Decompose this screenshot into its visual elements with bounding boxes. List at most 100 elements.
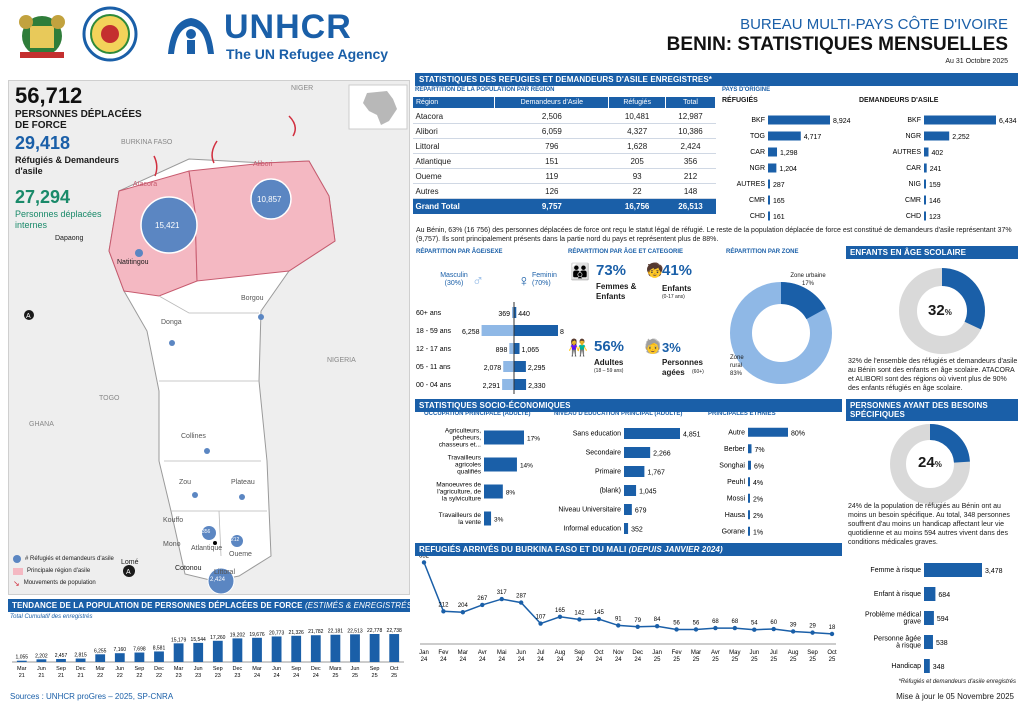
africa-locator (348, 84, 408, 130)
x-tick: Fev (672, 650, 682, 656)
legend-movement-icon: ↘ (13, 578, 20, 588)
data-point (635, 624, 640, 629)
unhcr-tagline: The UN Refugee Agency (226, 46, 389, 62)
bar-label: AUTRES (737, 181, 766, 188)
bar (484, 484, 503, 499)
bar-value: 15,179 (171, 637, 187, 643)
ethnies-subheader: PRINCIPALES ETHNIES (708, 411, 776, 417)
male-value: 6,258 (462, 329, 480, 336)
bar-label: chasseurs et... (439, 442, 481, 449)
x-tick: Jan (652, 650, 662, 656)
bar-label: Sans education (573, 431, 621, 438)
bar-value: 684 (938, 592, 950, 599)
bar (924, 195, 926, 205)
data-point (674, 627, 679, 632)
data-label: 60 (770, 620, 777, 626)
bar-value: 1,045 (639, 489, 657, 496)
x-tick: 22 (156, 673, 162, 679)
bar-value: 2,266 (653, 451, 671, 458)
x-tick: 24 (557, 657, 564, 663)
legend-movement: Mouvements de population (23, 580, 96, 586)
x-tick: Oct (390, 666, 399, 672)
x-tick: 25 (693, 657, 700, 663)
x-tick: Dec (233, 666, 243, 672)
x-tick: Dec (311, 666, 321, 672)
x-tick: Mar (691, 650, 701, 656)
table-cell: 1,628 (608, 138, 666, 154)
x-tick: Sep (291, 666, 301, 672)
dept-collines: Collines (181, 433, 206, 440)
tendance-chart: 1,055Mar212,202Jun212,457Sep212,815Dec21… (12, 628, 404, 679)
bar (369, 634, 380, 662)
occupation-subheader: OCCUPATION PRINCIPALE (ADULTE) (424, 411, 531, 417)
x-tick: May (729, 650, 740, 656)
bubble-label-littoral: 2,424 (210, 577, 226, 583)
bar-label: Hausa (725, 512, 745, 519)
bar (624, 428, 680, 439)
x-tick: Jun (37, 666, 46, 672)
dept-zou: Zou (179, 479, 192, 486)
bubble-oueme (231, 535, 243, 547)
x-tick: 23 (234, 673, 240, 679)
female-value: 2,295 (528, 365, 546, 372)
x-tick: 23 (215, 673, 221, 679)
x-tick: Mar (95, 666, 105, 672)
bar-value: 14% (520, 463, 533, 470)
bar-value: 594 (937, 616, 949, 623)
bar-value: 80% (791, 430, 805, 437)
bubble-label-oueme: 212 (231, 537, 240, 543)
bar (212, 640, 223, 662)
bar-value: 15,544 (191, 637, 207, 643)
table-cell: Alibori (412, 123, 495, 139)
enfants-pct: 32% (928, 302, 952, 319)
bar (924, 611, 934, 625)
bar (924, 163, 927, 173)
bar-value: 22,778 (367, 628, 383, 634)
origin-subheader: PAYS D'ORIGINE (722, 87, 771, 93)
female-icon: ♀ (518, 273, 530, 290)
table-cell: Atacora (412, 108, 495, 124)
table-cell: 2,424 (665, 138, 716, 154)
x-tick: 21 (38, 673, 44, 679)
x-tick: Mai (497, 650, 507, 656)
movement-arrow (288, 115, 296, 137)
bar-label: CHD (750, 213, 765, 220)
bar-value: 1,204 (779, 166, 797, 173)
bar-value: 7,160 (114, 647, 127, 653)
bar-label: l'agriculture, de (437, 489, 481, 496)
bar-label: à risque (896, 643, 921, 650)
x-tick: 25 (712, 657, 719, 663)
bar-value: 17,260 (210, 635, 226, 641)
bar-value: 6,434 (999, 118, 1017, 125)
bar (768, 131, 801, 141)
bar (624, 485, 637, 496)
summary-idp-label: Personnes déplacées internes (15, 209, 102, 230)
table-cell: 356 (665, 153, 716, 169)
bar (389, 634, 400, 662)
table-total-row: Grand Total 9,757 16,756 26,513 (412, 198, 716, 214)
cnra-logo (80, 6, 140, 62)
city-natitingou: Natitingou (117, 259, 149, 266)
bar (624, 466, 645, 477)
adults-pct: 56% (594, 338, 625, 355)
ethnies-chart: Autre 80% Berber 7% Songhai 6% Peuhl 4% Mossi 2% H… (719, 427, 805, 536)
x-tick: 24 (576, 657, 583, 663)
enfants-donut (899, 268, 985, 354)
data-label: 56 (693, 620, 700, 626)
bubble-small (258, 314, 264, 320)
data-label: 84 (654, 617, 661, 623)
data-label: 56 (673, 620, 680, 626)
bar-label: NGR (905, 133, 921, 140)
bar (310, 635, 321, 662)
bar-value: 1,298 (780, 150, 798, 157)
x-tick: Jun (194, 666, 203, 672)
zone-urban-label: Zone urbaine 17% (790, 273, 826, 287)
data-point (654, 624, 660, 629)
bar-value: 2,202 (35, 653, 48, 659)
male-value: 898 (496, 347, 508, 354)
arrivals-chart: 632Jan24212Fev24204Mar24267Avr24317Mai24… (419, 556, 837, 663)
women-children-label: Femmes & Enfants (596, 282, 637, 301)
footer-sources: Sources : UNHCR proGres – 2025, SP-CNRA (10, 692, 174, 701)
bar (114, 653, 125, 662)
origin-refugees-chart: BKF 8,924 TOG 4,717 CAR 1,298 NGR 1,204 AUTRES 28… (737, 115, 851, 221)
